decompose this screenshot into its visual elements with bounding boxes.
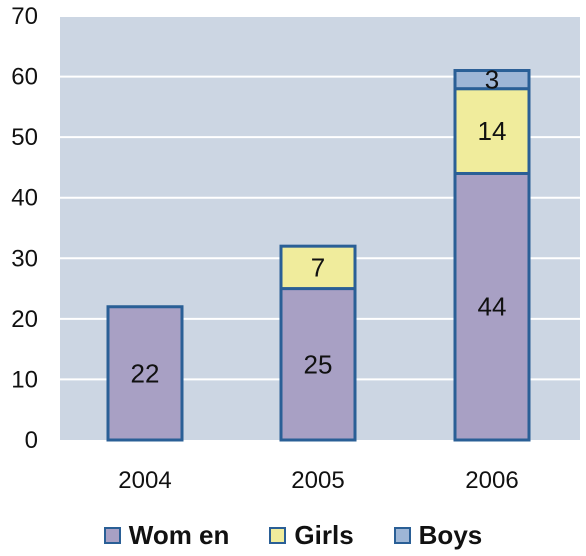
y-tick-label-5: 50 [11,124,38,151]
x-tick-label-2: 2006 [465,467,518,494]
legend-swatch-girls [269,526,287,544]
y-tick-label-2: 20 [11,306,38,333]
legend-label-boys: Boys [418,519,483,550]
y-tick-label-0: 0 [25,427,38,454]
data-label-2006-2: 3 [485,65,499,95]
stacked-bar-chart: 22 25 7 44 14 3 0 10 20 30 40 50 60 70 2004 2005 2006 [11,3,580,494]
legend-swatch-boys [393,526,411,544]
legend-item-girls: Girls [269,519,354,551]
y-tick-label-4: 40 [11,185,38,212]
legend-label-girls: Girls [294,519,354,550]
data-label-2005-0: 25 [304,349,333,379]
y-tick-label-6: 60 [11,64,38,91]
bar-segment-2005-1 [279,244,357,291]
y-tick-label-1: 10 [11,366,38,393]
y-tick-label-3: 30 [11,245,38,272]
data-label-2004-0: 22 [131,358,160,388]
legend-item-women: Wom en [103,519,230,551]
bar-segment-2006-1 [453,87,531,175]
y-tick-label-7: 70 [11,3,38,30]
data-label-2006-1: 14 [478,116,507,146]
plot-area: 22 25 7 44 14 3 [60,15,580,442]
x-tick-label-0: 2004 [118,467,171,494]
data-label-2006-0: 44 [478,292,507,322]
legend-label-women: Wom en [128,519,230,550]
y-axis-ticks: 0 10 20 30 40 50 60 70 [11,3,38,454]
bar-segment-2006-0 [453,171,531,442]
bar-segment-2006-2 [453,69,531,91]
legend: Wom en Girls Boys [0,515,586,555]
x-axis-ticks: 2004 2005 2006 [118,467,518,494]
legend-item-boys: Boys [393,519,483,551]
data-label-2005-1: 7 [311,252,325,282]
legend-swatch-women [103,526,121,544]
bar-segment-2004-0 [106,305,184,442]
x-tick-label-1: 2005 [291,467,344,494]
